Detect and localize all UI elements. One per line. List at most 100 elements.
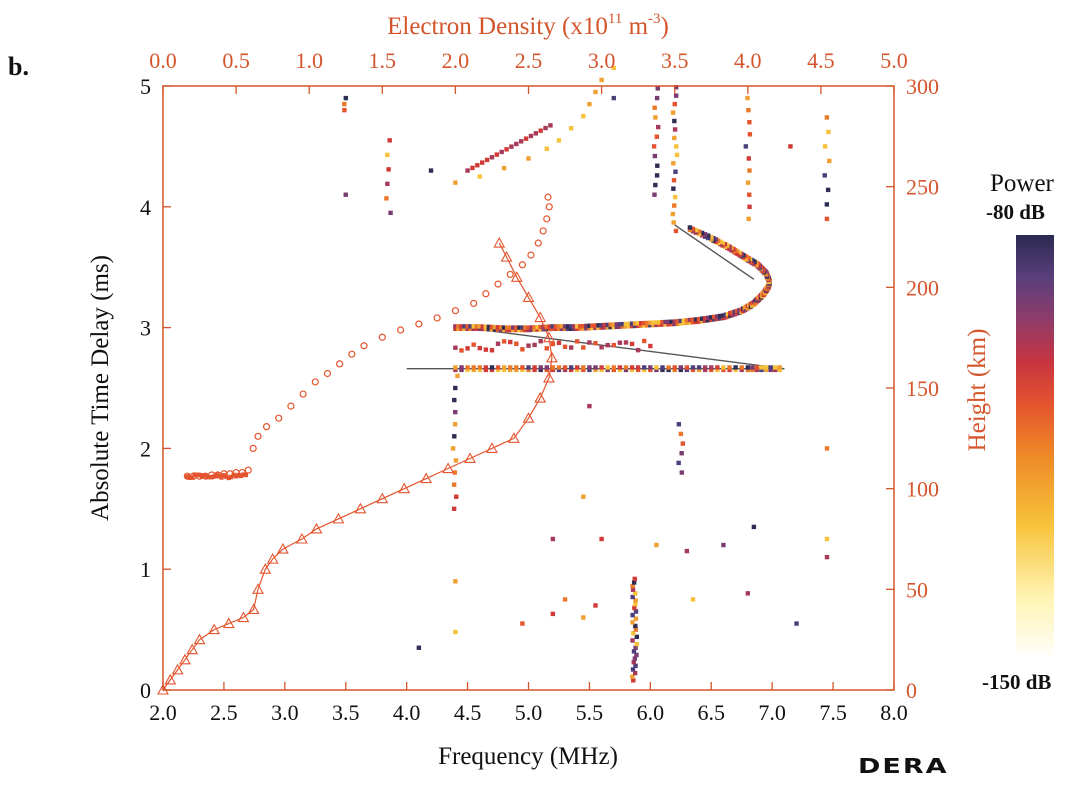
spread-point	[550, 341, 556, 347]
spread-point	[465, 346, 470, 351]
e-layer-point	[190, 475, 195, 480]
o-trace-point	[602, 325, 607, 330]
o-trace-point	[456, 326, 461, 332]
x-trace-point	[611, 365, 616, 370]
upper-echo-point	[475, 163, 480, 168]
o-trace-point	[562, 326, 568, 332]
column-point	[747, 120, 752, 125]
density-profile-marker	[193, 633, 206, 645]
plot-frame	[162, 85, 895, 691]
o-trace-point	[693, 228, 699, 233]
o-trace-point	[587, 326, 592, 331]
column-point	[746, 156, 751, 161]
spread-point	[520, 347, 525, 352]
x-trace-point	[453, 365, 458, 370]
upper-echo-point	[480, 160, 485, 165]
o-trace-point	[550, 326, 556, 332]
o-trace-point	[693, 319, 699, 325]
o-trace-point	[651, 322, 656, 328]
o-trace-point	[596, 323, 601, 328]
o-trace-point	[660, 322, 665, 327]
top-tick-label: 0.0	[149, 48, 177, 73]
o-trace-point	[517, 327, 522, 333]
y-tick-label: 1	[140, 557, 151, 582]
o-trace-point	[590, 323, 595, 328]
density-profile-marker	[237, 611, 250, 623]
y-tick-label: 4	[140, 195, 151, 220]
o-trace-point	[632, 323, 638, 329]
upper-echo-point	[538, 128, 543, 133]
e-layer-point	[224, 474, 229, 479]
o-trace-point	[657, 320, 662, 325]
o-trace-point	[725, 314, 731, 319]
x-trace-point	[648, 365, 653, 370]
o-trace-point	[730, 312, 735, 318]
o-trace-point	[495, 325, 501, 330]
top-tick-label: 3.5	[661, 48, 689, 73]
virtual-height-marker	[527, 251, 535, 259]
o-trace-point	[721, 315, 726, 321]
x-trace-point	[489, 365, 495, 370]
fit-line	[674, 224, 755, 280]
o-trace-point	[459, 326, 464, 332]
x-trace-point	[623, 365, 629, 370]
x-trace-point	[489, 367, 495, 373]
dera-logo: DERA	[858, 755, 949, 779]
spread-point	[581, 345, 586, 350]
noise-point	[824, 446, 830, 451]
spread-point	[587, 340, 592, 345]
o-trace-point	[605, 325, 610, 330]
o-trace-point	[617, 324, 623, 329]
x-trace-point	[666, 367, 671, 373]
x-trace-point	[459, 365, 464, 370]
noise-point	[684, 548, 690, 554]
noise-point	[593, 603, 598, 608]
noise-point	[794, 621, 799, 626]
virtual-height-marker	[451, 307, 459, 315]
o-trace-point	[737, 308, 742, 313]
virtual-height-marker	[545, 203, 553, 211]
column-point	[747, 168, 752, 173]
column-point	[631, 649, 637, 654]
column-point	[672, 118, 677, 124]
o-trace-point	[611, 324, 616, 330]
x-trace-point	[721, 367, 726, 373]
o-trace-point	[556, 324, 562, 329]
upper-echo-point	[523, 136, 529, 141]
x-trace-point	[660, 365, 665, 370]
o-trace-point	[720, 240, 725, 246]
o-trace-point	[725, 243, 730, 248]
column-point	[633, 602, 638, 607]
x-trace-point	[465, 365, 470, 370]
x-trace-point	[605, 365, 610, 370]
o-trace-point	[575, 326, 580, 332]
upper-echo-point	[587, 101, 592, 107]
x-trace-point	[678, 365, 683, 370]
o-trace-point	[711, 236, 716, 241]
o-trace-point	[617, 322, 623, 327]
upper-echo-point	[526, 156, 531, 161]
top-axis-label-close: )	[661, 13, 669, 40]
top-tick-label: 1.5	[369, 48, 397, 73]
o-trace-point	[732, 311, 738, 317]
density-profile-marker	[420, 472, 433, 484]
top-axis-label-main: Electron Density (x10	[387, 13, 608, 40]
right-tick-label: 0	[906, 678, 917, 703]
panel-label: b.	[8, 52, 29, 81]
virtual-height-marker	[396, 326, 405, 334]
x-trace-point	[508, 365, 513, 370]
noise-point	[520, 621, 525, 626]
spread-point	[526, 343, 531, 348]
o-trace-point	[568, 324, 574, 329]
e-layer-point	[185, 474, 190, 479]
spread-point	[629, 341, 635, 347]
upper-echo-point	[477, 174, 482, 179]
o-trace-point	[553, 324, 559, 329]
x-trace-point	[727, 367, 732, 373]
noise-point	[562, 597, 568, 602]
o-trace-point	[477, 326, 482, 332]
o-trace-point	[593, 325, 598, 331]
o-trace-point	[550, 324, 556, 329]
x-trace-point	[642, 365, 647, 370]
x-trace-point	[605, 367, 610, 373]
